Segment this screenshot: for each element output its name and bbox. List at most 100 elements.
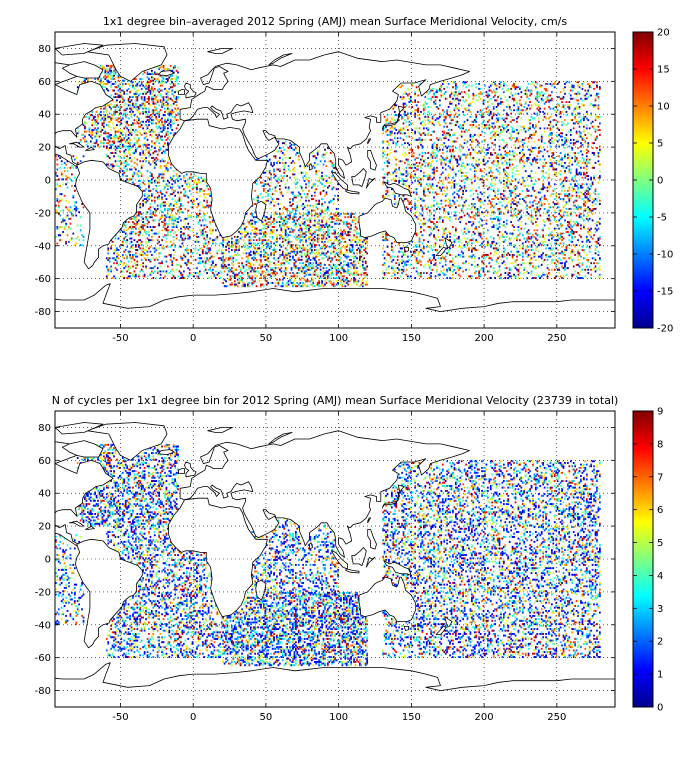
data-cell bbox=[335, 283, 338, 286]
data-cell bbox=[171, 99, 174, 102]
data-cell bbox=[196, 184, 198, 187]
data-cell bbox=[258, 239, 261, 242]
data-cell bbox=[187, 267, 190, 270]
data-cell bbox=[420, 198, 422, 201]
data-cell bbox=[338, 277, 341, 279]
data-cell bbox=[329, 245, 332, 248]
data-cell bbox=[309, 247, 312, 250]
data-cell bbox=[328, 273, 331, 276]
data-cell bbox=[423, 193, 425, 196]
data-cell bbox=[201, 189, 204, 192]
data-cell bbox=[293, 176, 296, 179]
data-cell bbox=[283, 175, 286, 178]
data-cell bbox=[121, 254, 124, 256]
data-cell bbox=[123, 237, 126, 240]
data-cell bbox=[137, 122, 140, 125]
data-cell bbox=[280, 180, 283, 182]
data-cell bbox=[263, 183, 265, 186]
data-cell bbox=[424, 96, 427, 99]
data-cell bbox=[158, 262, 161, 265]
data-cell bbox=[322, 235, 325, 238]
data-cell bbox=[423, 109, 425, 112]
data-cell bbox=[190, 216, 193, 219]
data-cell bbox=[168, 68, 171, 71]
data-cell bbox=[295, 216, 297, 219]
data-cell bbox=[437, 206, 440, 209]
data-cell bbox=[187, 249, 190, 252]
data-cell bbox=[318, 237, 321, 240]
data-cell bbox=[284, 255, 287, 258]
data-cell bbox=[251, 277, 254, 279]
data-cell bbox=[119, 140, 121, 143]
data-cell bbox=[140, 212, 143, 215]
data-cell bbox=[393, 104, 396, 107]
data-cell bbox=[340, 283, 342, 286]
data-cell bbox=[104, 78, 107, 80]
data-cell bbox=[279, 221, 281, 224]
data-cell bbox=[152, 226, 155, 228]
data-cell bbox=[148, 97, 150, 100]
data-cell bbox=[107, 163, 110, 166]
data-cell bbox=[399, 130, 402, 133]
data-cell bbox=[140, 226, 143, 228]
data-cell bbox=[408, 242, 411, 245]
data-cell bbox=[343, 222, 345, 225]
data-cell bbox=[297, 217, 300, 220]
data-cell bbox=[114, 119, 117, 122]
data-cell bbox=[263, 189, 265, 192]
data-cell bbox=[308, 255, 310, 258]
data-cell bbox=[108, 143, 111, 146]
data-cell bbox=[427, 106, 430, 108]
data-cell bbox=[149, 81, 152, 84]
data-cell bbox=[313, 244, 316, 247]
data-cell bbox=[399, 171, 402, 174]
data-cell bbox=[433, 244, 435, 247]
data-cell bbox=[209, 221, 211, 224]
data-cell bbox=[127, 147, 130, 150]
data-cell bbox=[135, 84, 137, 87]
data-cell bbox=[265, 280, 268, 283]
data-cell bbox=[276, 229, 278, 232]
data-cell bbox=[311, 214, 313, 217]
data-cell bbox=[270, 275, 273, 278]
data-cell bbox=[270, 245, 273, 248]
data-cell bbox=[305, 176, 307, 179]
data-cell bbox=[136, 158, 139, 161]
data-cell bbox=[276, 239, 278, 242]
data-cell bbox=[393, 168, 396, 171]
data-cell bbox=[180, 178, 182, 181]
data-cell bbox=[328, 232, 331, 235]
data-cell bbox=[130, 107, 133, 110]
data-cell bbox=[129, 257, 131, 260]
data-cell bbox=[392, 272, 395, 275]
data-cell bbox=[312, 273, 315, 276]
data-cell bbox=[427, 161, 430, 164]
data-cell bbox=[267, 244, 270, 247]
data-cell bbox=[116, 163, 118, 166]
data-cell bbox=[305, 171, 307, 174]
data-cell bbox=[165, 81, 168, 84]
data-cell bbox=[168, 135, 171, 138]
data-cell bbox=[145, 132, 147, 135]
data-cell bbox=[279, 203, 281, 205]
data-cell bbox=[331, 273, 334, 276]
data-cell bbox=[169, 82, 172, 85]
data-cell bbox=[223, 252, 226, 255]
data-cell bbox=[124, 221, 127, 224]
data-cell bbox=[137, 110, 140, 113]
data-cell bbox=[191, 188, 194, 191]
data-cell bbox=[299, 258, 302, 261]
data-cell bbox=[236, 240, 239, 243]
data-cell bbox=[87, 142, 89, 145]
data-cell bbox=[116, 257, 118, 260]
data-cell bbox=[146, 275, 149, 278]
data-cell bbox=[366, 237, 369, 240]
data-cell bbox=[357, 239, 360, 242]
data-cell bbox=[383, 115, 386, 118]
data-cell bbox=[274, 250, 277, 253]
data-cell bbox=[200, 188, 203, 191]
data-cell bbox=[318, 229, 321, 232]
data-cell bbox=[277, 168, 280, 171]
data-cell bbox=[204, 262, 207, 265]
